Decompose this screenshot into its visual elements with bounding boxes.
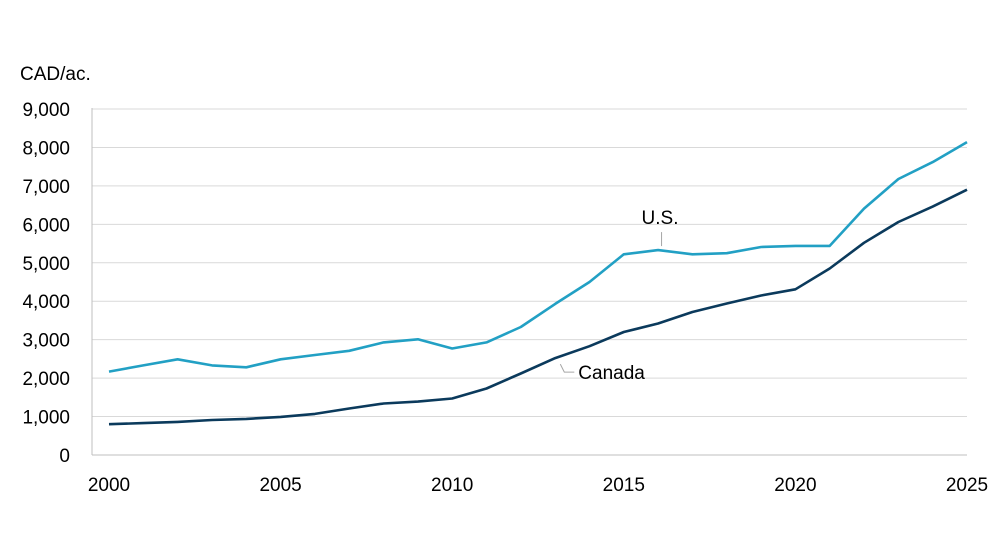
x-tick-label: 2020 — [774, 475, 816, 496]
x-tick-label: 2005 — [259, 475, 301, 496]
x-tick-label: 2025 — [946, 475, 988, 496]
y-tick-label: 1,000 — [22, 408, 70, 429]
y-tick-label: 5,000 — [22, 254, 70, 275]
y-tick-label: 7,000 — [22, 177, 70, 198]
series-label-canada: Canada — [578, 363, 645, 384]
x-tick-label: 2000 — [88, 475, 130, 496]
grid-layer — [91, 108, 967, 456]
y-tick-label: 3,000 — [22, 331, 70, 352]
y-axis-ticks: 0 1,000 2,000 3,000 4,000 5,000 6,000 7,000 8,00… — [22, 100, 70, 467]
x-tick-label: 2010 — [431, 475, 473, 496]
y-tick-label: 0 — [59, 446, 70, 467]
series-labels: U.S. Canada — [559, 208, 679, 384]
series-line-canada — [108, 188, 968, 426]
series-line-u-s — [108, 140, 968, 373]
y-tick-label: 2,000 — [22, 369, 70, 390]
y-tick-label: 9,000 — [22, 100, 70, 121]
unit-label: CAD/ac. — [20, 64, 91, 85]
y-tick-label: 8,000 — [22, 138, 70, 159]
x-axis-ticks: 2000 2005 2010 2015 2020 2025 — [88, 475, 988, 496]
series-label-u-s: U.S. — [642, 208, 679, 229]
y-tick-label: 4,000 — [22, 292, 70, 313]
y-tick-label: 6,000 — [22, 215, 70, 236]
x-tick-label: 2015 — [603, 475, 645, 496]
label-leader-canada — [559, 363, 575, 373]
series-layer — [108, 140, 968, 426]
